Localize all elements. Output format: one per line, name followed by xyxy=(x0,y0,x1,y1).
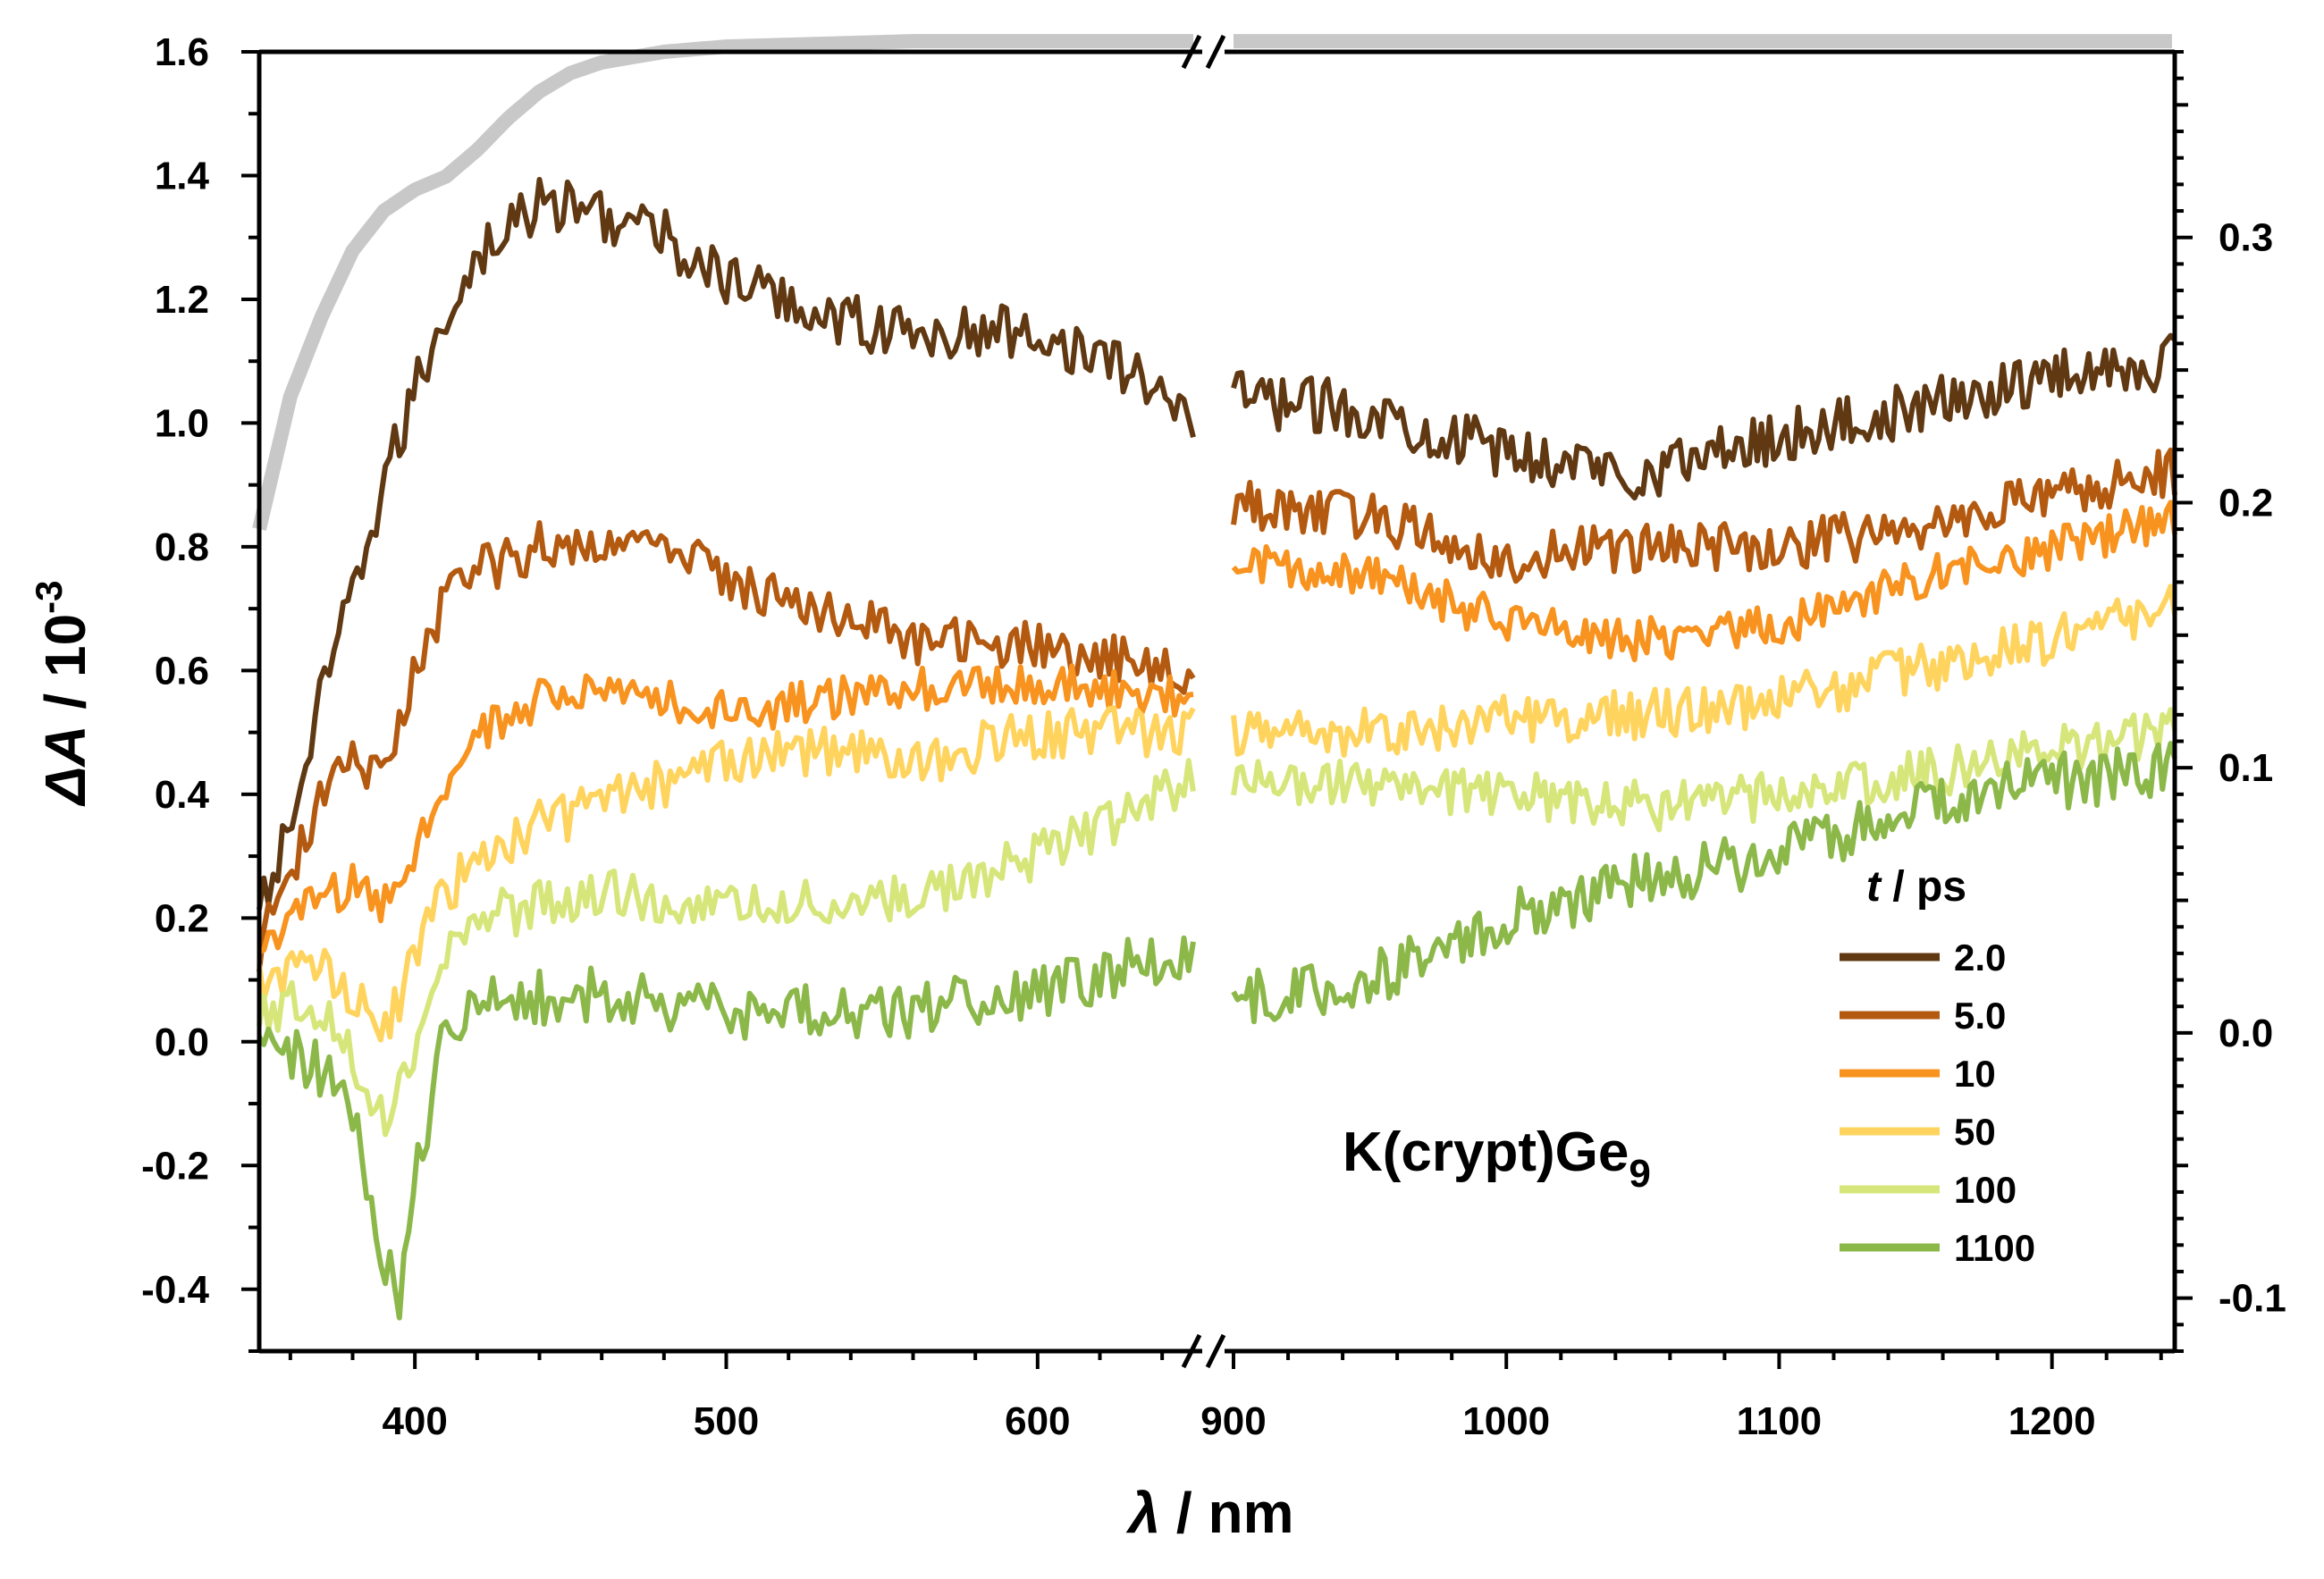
y2-tick-label: 0.0 xyxy=(2219,1012,2273,1055)
x-tick-label: 1200 xyxy=(2008,1399,2096,1443)
series-2.0-seg2 xyxy=(1231,332,2177,501)
x-tick-label: 500 xyxy=(694,1399,759,1443)
y-axis-unit: / 10 xyxy=(33,614,97,726)
legend-label-50: 50 xyxy=(1954,1111,1996,1153)
x-tick-label: 900 xyxy=(1200,1399,1266,1443)
bottom-axis-break-mark-1 xyxy=(1181,1333,1202,1369)
series-50-seg2 xyxy=(1231,584,2177,758)
y-tick-label: 0.6 xyxy=(155,649,209,693)
y-tick-label: 0.8 xyxy=(155,525,209,569)
legend-label-1100: 1100 xyxy=(1954,1227,2035,1269)
x-axis-symbol: λ xyxy=(1126,1481,1161,1545)
series-10-seg2 xyxy=(1231,500,2177,663)
x-axis-unit: / nm xyxy=(1160,1481,1293,1545)
y-tick-label: -0.2 xyxy=(141,1144,209,1188)
sample-annotation: K(crypt)Ge9 xyxy=(1343,1121,1651,1196)
y2-tick-label: 0.3 xyxy=(2219,216,2273,260)
y2-tick-label: -0.1 xyxy=(2219,1277,2286,1321)
x-axis-title: λ / nm xyxy=(1126,1481,1294,1545)
legend: t / ps 2.0 5.0 10 50 100 1100 xyxy=(1840,863,2035,1269)
ticks: 1.6 1.4 1.2 1.0 0.8 0.6 0.4 0.2 0.0 -0.2 -0.4 0.3 0.… xyxy=(141,30,2286,1443)
y-tick-label: 1.0 xyxy=(155,401,209,445)
y-axis-exponent: -3 xyxy=(28,580,70,613)
legend-label-10: 10 xyxy=(1954,1053,1996,1095)
y-axis-symbol: ΔA xyxy=(33,725,97,806)
series-1100-seg1 xyxy=(257,935,1196,1321)
series-100-seg2 xyxy=(1231,707,2177,833)
legend-label-5.0: 5.0 xyxy=(1954,995,2006,1037)
y-tick-label: 0.0 xyxy=(155,1020,209,1064)
reference-line-seg1 xyxy=(252,34,1194,531)
y-axis-title: ΔA / 10-3 xyxy=(28,580,97,806)
y-tick-label: 1.4 xyxy=(155,154,210,197)
series-10-seg1 xyxy=(257,663,1194,955)
series-5.0-seg2 xyxy=(1231,447,2177,584)
x-tick-label: 1100 xyxy=(1737,1399,1822,1443)
legend-label-2.0: 2.0 xyxy=(1954,936,2006,978)
y2-tick-label: 0.1 xyxy=(2219,746,2273,790)
series-5.0-seg1 xyxy=(257,520,1196,972)
legend-label-100: 100 xyxy=(1954,1169,2017,1211)
legend-title-unit: / ps xyxy=(1881,863,1966,911)
legend-title-symbol: t xyxy=(1866,863,1882,911)
x-tick-label: 400 xyxy=(382,1399,447,1443)
bottom-axis-break-mark-2 xyxy=(1205,1333,1226,1369)
series-2.0-seg1 xyxy=(257,177,1196,911)
y-tick-label: -0.4 xyxy=(141,1268,209,1312)
sample-subscript: 9 xyxy=(1629,1152,1650,1196)
series-50-seg1 xyxy=(257,705,1196,1043)
y-tick-label: 0.4 xyxy=(155,773,210,817)
series-100-seg1 xyxy=(257,758,1196,1138)
y-tick-label: 1.6 xyxy=(155,30,209,74)
y-tick-label: 0.2 xyxy=(155,896,209,940)
y2-tick-label: 0.2 xyxy=(2219,481,2273,525)
top-axis-break-mark-2 xyxy=(1205,34,1226,70)
sample-name: K(crypt)Ge xyxy=(1343,1121,1629,1183)
x-tick-label: 1000 xyxy=(1462,1399,1550,1443)
legend-title: t / ps xyxy=(1866,863,1966,911)
series-1100-seg2 xyxy=(1231,741,2177,1025)
y-tick-label: 1.2 xyxy=(155,278,209,322)
reference-spectrum xyxy=(252,34,2174,531)
x-tick-label: 600 xyxy=(1005,1399,1070,1443)
top-axis-break-mark-1 xyxy=(1181,34,1202,70)
axes xyxy=(257,34,2177,1369)
series-group xyxy=(257,177,2177,1321)
